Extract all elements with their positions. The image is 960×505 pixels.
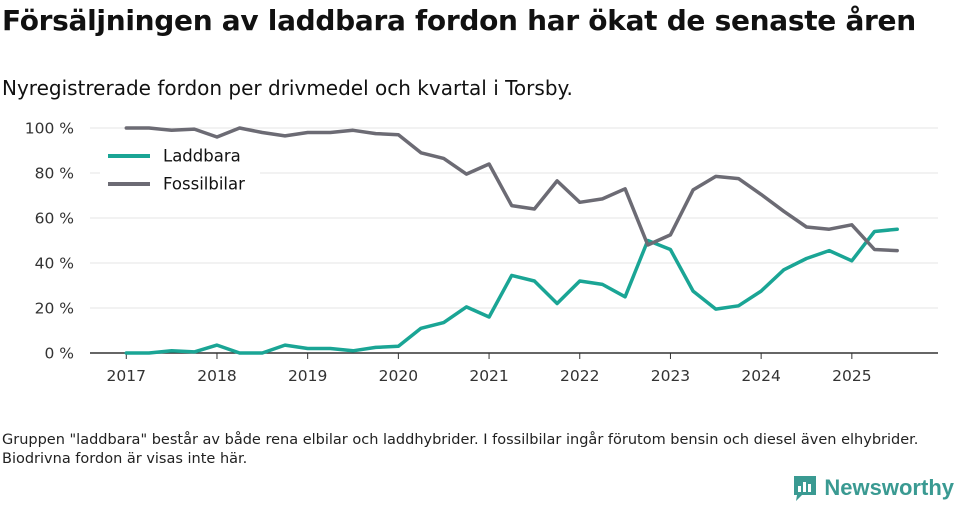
x-tick-label: 2017 <box>107 367 146 385</box>
x-tick-label: 2021 <box>469 367 508 385</box>
x-tick-label: 2025 <box>832 367 871 385</box>
x-tick-label: 2019 <box>288 367 327 385</box>
newsworthy-logo-icon <box>794 476 817 501</box>
series-lines <box>124 126 899 355</box>
y-tick-label: 80 % <box>35 165 74 183</box>
newsworthy-logo[interactable]: Newsworthy <box>792 474 954 502</box>
series-line-fossilbilar <box>124 126 899 253</box>
y-tick-label: 40 % <box>35 255 74 273</box>
series-line-laddbara <box>124 227 899 355</box>
y-axis-tick-labels: 0 % 20 % 40 % 60 % 80 % 100 % <box>25 120 74 363</box>
chart-title: Försäljningen av laddbara fordon har öka… <box>2 4 916 37</box>
legend-label: Fossilbilar <box>163 175 245 194</box>
x-tick-label: 2018 <box>197 367 236 385</box>
y-tick-label: 20 % <box>35 300 74 318</box>
x-axis: 2017 2018 2019 2020 2021 2022 2023 2024 2025 <box>90 352 938 385</box>
line-chart: 0 % 20 % 40 % 60 % 80 % 100 % 2017 2018 2019 202… <box>25 120 938 385</box>
x-tick-label: 2020 <box>379 367 418 385</box>
brand-name: Newsworthy <box>824 475 954 500</box>
x-tick-label: 2024 <box>741 367 780 385</box>
legend-background <box>100 140 260 200</box>
legend: Laddbara Fossilbilar <box>100 140 260 200</box>
x-tick-label: 2023 <box>651 367 690 385</box>
y-tick-label: 0 % <box>44 345 74 363</box>
y-tick-label: 60 % <box>35 210 74 228</box>
y-tick-label: 100 % <box>25 120 74 138</box>
x-tick-label: 2022 <box>560 367 599 385</box>
legend-label: Laddbara <box>163 147 241 166</box>
chart-subtitle: Nyregistrerade fordon per drivmedel och … <box>2 76 573 100</box>
footnote: Gruppen "laddbara" består av både rena e… <box>2 432 919 467</box>
